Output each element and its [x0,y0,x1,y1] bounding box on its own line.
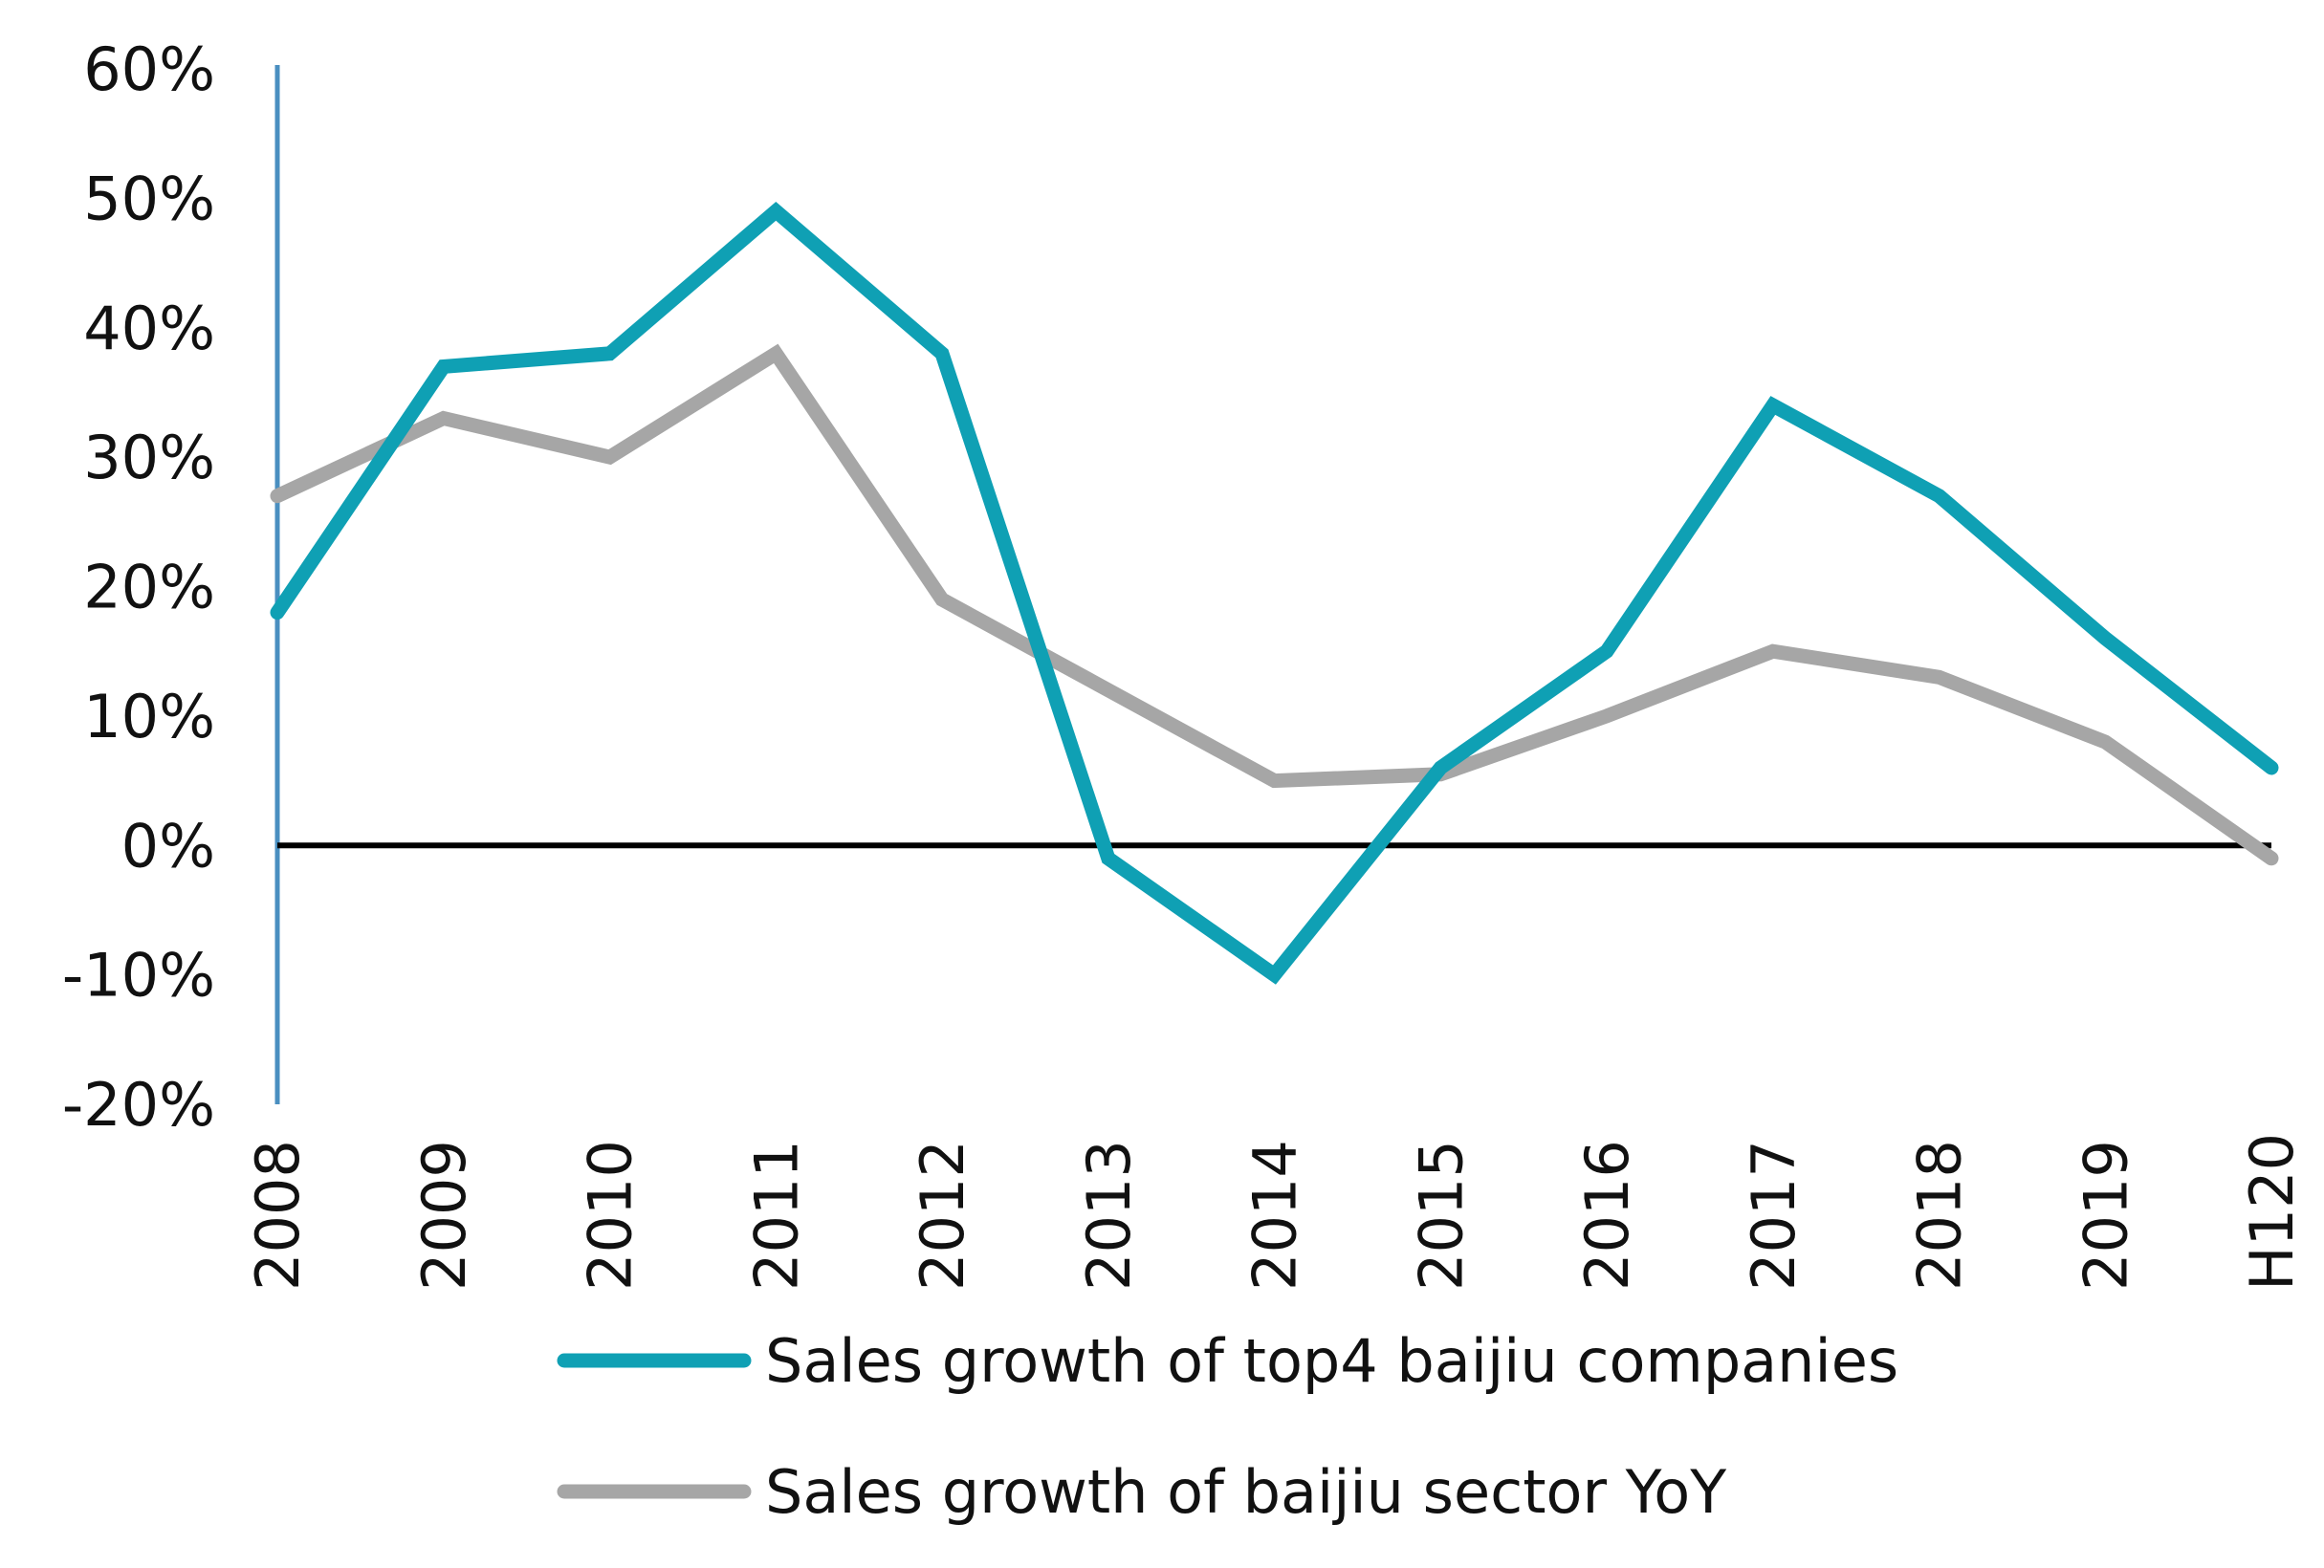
series-line-2 [270,343,2279,866]
y-tick-label: -10% [62,941,215,1011]
x-tick-label: 2011 [741,1140,811,1291]
y-tick-label: 40% [83,294,215,363]
x-tick-label: 2012 [908,1140,977,1291]
series-layer [270,202,2279,985]
x-tick-label: 2015 [1406,1140,1476,1291]
y-tick-label: 10% [83,682,215,751]
x-tick-label: 2008 [243,1140,313,1291]
x-tick-label: 2010 [576,1140,646,1291]
x-tick-label: H120 [2237,1133,2307,1291]
y-tick-label: 20% [83,553,215,622]
y-tick-label: 0% [121,811,215,881]
legend-label: Sales growth of baijiu sector YoY [765,1457,1726,1527]
y-tick-label: 60% [83,34,215,104]
x-tick-label: 2009 [409,1140,479,1291]
x-tick-label: 2014 [1240,1140,1310,1291]
legend: Sales growth of top4 baijiu companies Sal… [557,1326,1898,1527]
x-tick-label: 2018 [1905,1140,1975,1291]
x-tick-label: 2017 [1739,1140,1809,1291]
series-line-1 [270,202,2279,985]
x-tick-label: 2013 [1074,1140,1144,1291]
legend-label: Sales growth of top4 baijiu companies [765,1326,1898,1396]
y-tick-label: 30% [83,423,215,492]
x-axis-tick-labels: 2008 2009 2010 2011 2012 2013 2014 2015 2016 2017… [243,1133,2307,1291]
x-tick-label: 2019 [2071,1140,2140,1291]
y-axis-tick-labels: 60% 50% 40% 30% 20% 10% 0% -10% -20% [62,34,215,1140]
y-tick-label: 50% [83,163,215,233]
y-tick-label: -20% [62,1070,215,1140]
x-tick-label: 2016 [1572,1140,1642,1291]
